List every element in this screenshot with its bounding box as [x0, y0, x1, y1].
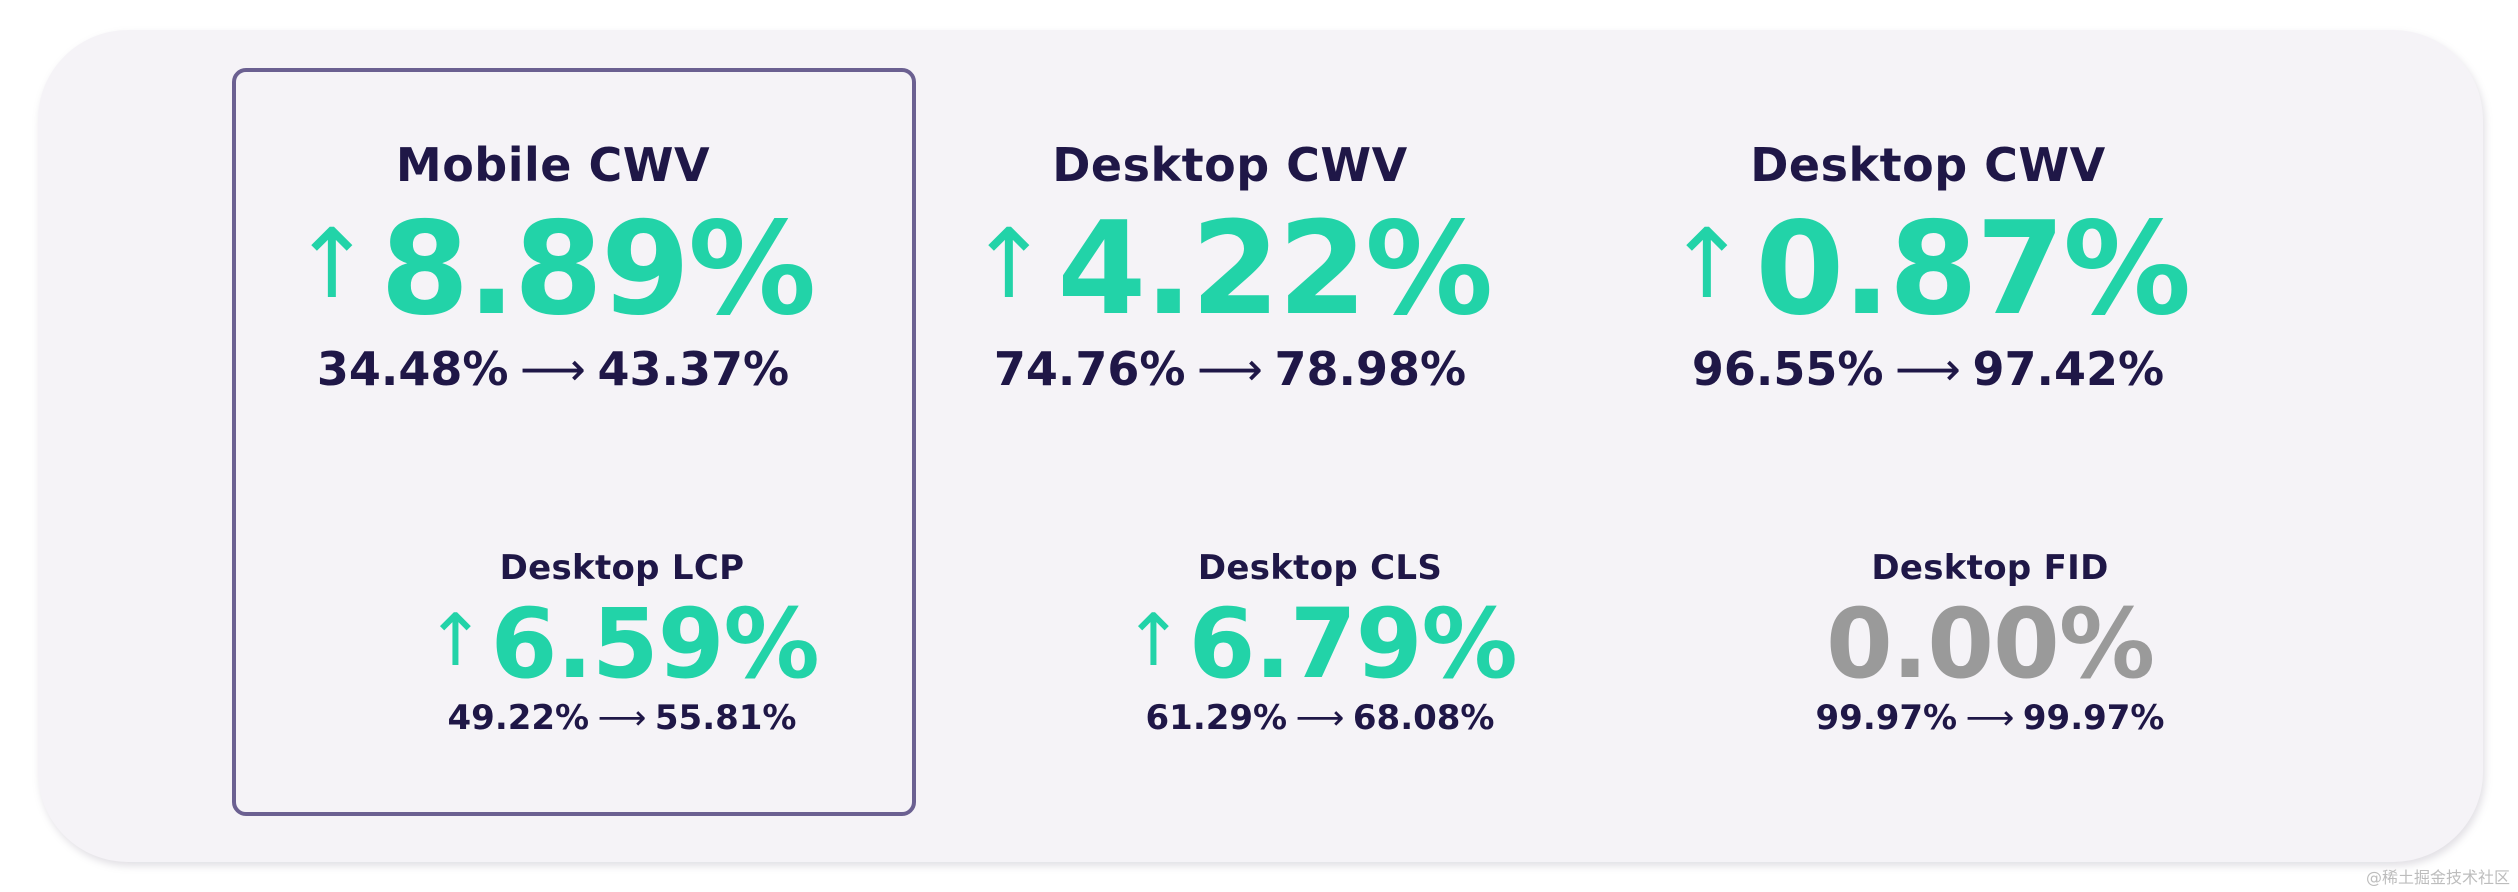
arrow-up-icon: ↑: [1666, 208, 1747, 320]
metric-value-row: 0.00%: [1825, 588, 2155, 700]
arrow-up-icon: ↑: [291, 208, 372, 320]
metric-range: 99.97% ⟶ 99.97%: [1816, 698, 2165, 738]
metric-from-value: 34.48%: [316, 342, 509, 396]
metric-from-value: 61.29%: [1145, 698, 1288, 738]
metric-title: Desktop CLS: [1197, 548, 1443, 588]
metric-to-value: 97.42%: [1972, 342, 2165, 396]
metric-change-value: 0.00%: [1825, 588, 2155, 700]
metric-title: Mobile CWV: [395, 138, 711, 192]
metric-to-value: 43.37%: [597, 342, 790, 396]
arrow-up-icon: ↑: [1123, 598, 1183, 682]
metric-change-value: 4.22%: [1057, 195, 1493, 344]
arrow-right-icon: ⟶: [520, 342, 586, 396]
metric-from-value: 96.55%: [1691, 342, 1884, 396]
metric-range: 74.76% ⟶ 78.98%: [994, 342, 1466, 396]
metric-title: Desktop FID: [1871, 548, 2109, 588]
metric-from-value: 74.76%: [993, 342, 1186, 396]
metric-from-value: 49.22%: [447, 698, 590, 738]
metric-value-row: ↑ 8.89%: [291, 195, 817, 344]
metric-desktop-cls: Desktop CLS ↑ 6.79% 61.29% ⟶ 68.08%: [1123, 548, 1518, 738]
arrow-right-icon: ⟶: [1895, 342, 1961, 396]
metrics-panel: [38, 30, 2483, 862]
arrow-right-icon: ⟶: [1965, 698, 2015, 738]
metric-value-row: ↑ 0.87%: [1666, 195, 2192, 344]
arrow-right-icon: ⟶: [1197, 342, 1263, 396]
arrow-up-icon: ↑: [425, 598, 485, 682]
metric-value-row: ↑ 6.79%: [1123, 588, 1518, 700]
highlight-frame: [232, 68, 916, 816]
arrow-up-icon: ↑: [968, 208, 1049, 320]
metric-mobile-cwv: Mobile CWV ↑ 8.89% 34.48% ⟶ 43.37%: [291, 138, 817, 396]
metric-desktop-cwv-2: Desktop CWV ↑ 0.87% 96.55% ⟶ 97.42%: [1666, 138, 2192, 396]
metric-change-value: 6.59%: [490, 588, 820, 700]
metric-title: Desktop LCP: [499, 548, 745, 588]
metric-change-value: 8.89%: [380, 195, 816, 344]
metric-change-value: 6.79%: [1188, 588, 1518, 700]
watermark: @稀土掘金技术社区: [2365, 868, 2510, 887]
metric-to-value: 99.97%: [2022, 698, 2165, 738]
metric-range: 49.22% ⟶ 55.81%: [448, 698, 797, 738]
metric-title: Desktop CWV: [1052, 138, 1408, 192]
metric-from-value: 99.97%: [1815, 698, 1958, 738]
metric-desktop-lcp: Desktop LCP ↑ 6.59% 49.22% ⟶ 55.81%: [425, 548, 820, 738]
metric-desktop-cwv: Desktop CWV ↑ 4.22% 74.76% ⟶ 78.98%: [968, 138, 1494, 396]
arrow-right-icon: ⟶: [1295, 698, 1345, 738]
metric-to-value: 68.08%: [1352, 698, 1495, 738]
metric-range: 61.29% ⟶ 68.08%: [1146, 698, 1495, 738]
metric-title: Desktop CWV: [1750, 138, 2106, 192]
metric-desktop-fid: Desktop FID 0.00% 99.97% ⟶ 99.97%: [1816, 548, 2165, 738]
metric-value-row: ↑ 6.59%: [425, 588, 820, 700]
metric-range: 34.48% ⟶ 43.37%: [317, 342, 789, 396]
metric-to-value: 55.81%: [654, 698, 797, 738]
metric-to-value: 78.98%: [1274, 342, 1467, 396]
metric-value-row: ↑ 4.22%: [968, 195, 1494, 344]
arrow-right-icon: ⟶: [597, 698, 647, 738]
metric-range: 96.55% ⟶ 97.42%: [1692, 342, 2164, 396]
metric-change-value: 0.87%: [1755, 195, 2191, 344]
